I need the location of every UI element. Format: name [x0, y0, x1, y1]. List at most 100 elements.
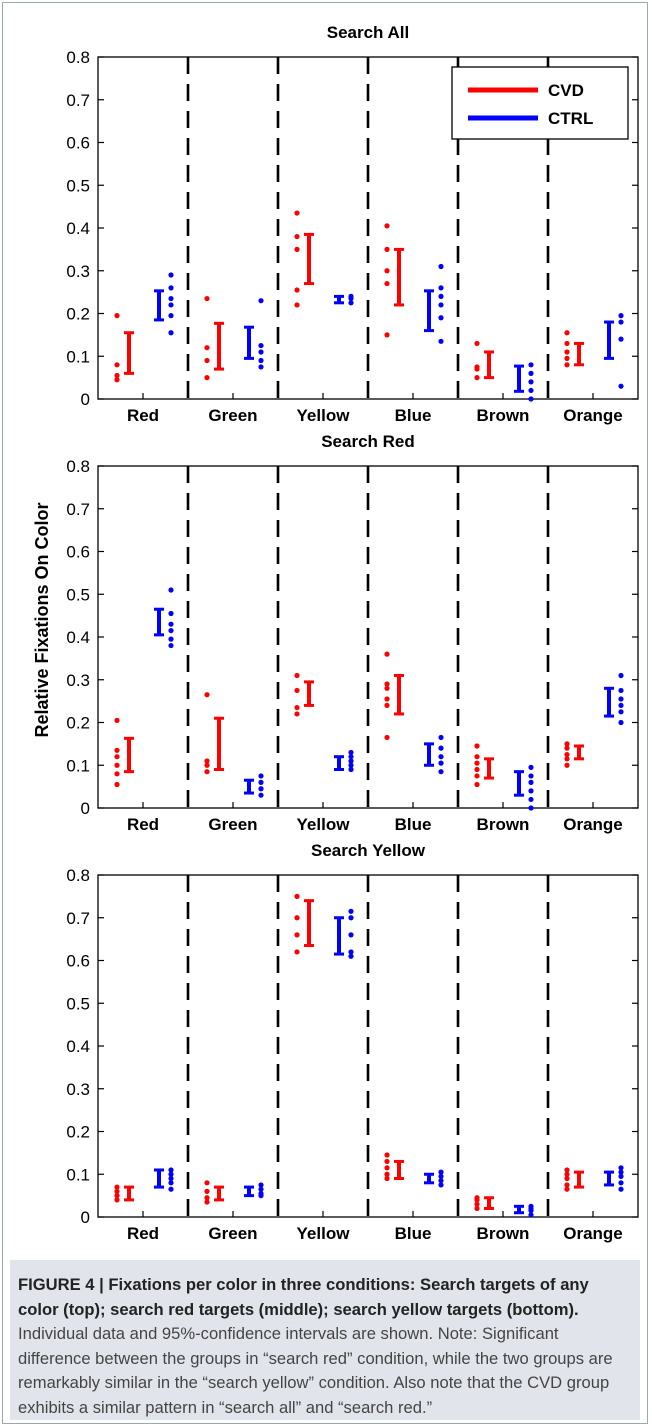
data-point: [114, 372, 120, 379]
data-point: [258, 1186, 264, 1192]
data-point: [564, 745, 570, 751]
data-point: [564, 355, 570, 361]
data-point: [384, 246, 390, 252]
x-tick-label: Blue: [395, 406, 432, 425]
data-point: [204, 758, 210, 764]
data-point: [168, 642, 174, 649]
data-point: [564, 349, 570, 355]
data-point: [564, 751, 570, 758]
chart-title: Search All: [327, 23, 410, 42]
data-point: [618, 1165, 624, 1171]
data-point: [528, 396, 534, 402]
data-point: [168, 313, 174, 319]
data-point: [168, 302, 174, 308]
data-point: [114, 1193, 120, 1199]
data-point: [204, 357, 210, 364]
data-point: [474, 781, 480, 788]
data-point: [474, 1201, 480, 1207]
data-point: [438, 1182, 444, 1188]
data-point: [384, 1171, 390, 1177]
data-point: [168, 636, 174, 642]
data-point: [564, 1186, 570, 1192]
y-tick-label: 0.2: [66, 714, 90, 733]
data-point: [204, 375, 210, 381]
data-point: [564, 1171, 570, 1177]
data-point: [294, 711, 300, 717]
legend-label: CTRL: [548, 109, 593, 128]
data-point: [474, 760, 480, 766]
data-point: [294, 893, 300, 899]
legend-box: [451, 66, 629, 140]
data-point: [528, 779, 534, 785]
data-point: [528, 788, 534, 794]
data-point: [204, 1180, 210, 1186]
data-point: [258, 298, 264, 304]
data-point: [348, 915, 354, 921]
data-point: [474, 340, 480, 347]
data-point: [618, 696, 624, 702]
y-tick-label: 0: [81, 799, 90, 818]
x-tick-label: Red: [127, 815, 159, 834]
x-tick-label: Blue: [395, 1224, 432, 1243]
caption-box: [10, 1260, 640, 1420]
data-point: [294, 302, 300, 308]
x-tick-label: Orange: [563, 815, 623, 834]
x-tick-label: Yellow: [297, 1224, 351, 1243]
data-point: [348, 766, 354, 773]
y-tick-label: 0.7: [66, 91, 90, 110]
data-point: [168, 610, 174, 617]
y-tick-label: 0.7: [66, 500, 90, 519]
data-point: [384, 702, 390, 709]
data-point: [618, 672, 624, 679]
x-tick-label: Yellow: [297, 815, 351, 834]
data-point: [258, 779, 264, 785]
y-tick-label: 0: [81, 1208, 90, 1227]
y-tick-label: 0.7: [66, 909, 90, 928]
legend-label: CVD: [548, 81, 584, 100]
data-point: [348, 758, 354, 764]
data-point: [384, 685, 390, 691]
data-point: [564, 756, 570, 762]
x-tick-label: Orange: [563, 406, 623, 425]
figure-caption: FIGURE 4 | Fixations per color in three …: [18, 1273, 630, 1420]
data-point: [384, 681, 390, 687]
data-point: [438, 285, 444, 291]
data-point: [438, 315, 444, 321]
data-point: [474, 375, 480, 381]
data-point: [618, 1180, 624, 1186]
data-point: [438, 754, 444, 760]
data-point: [294, 672, 300, 679]
data-point: [384, 1165, 390, 1171]
data-point: [528, 387, 534, 394]
y-tick-label: 0.4: [66, 219, 90, 238]
data-point: [294, 246, 300, 252]
data-point: [294, 932, 300, 938]
data-point: [168, 272, 174, 278]
data-point: [474, 1205, 480, 1212]
data-point: [294, 233, 300, 240]
y-tick-label: 0.1: [66, 1165, 90, 1184]
data-point: [384, 268, 390, 274]
data-point: [114, 747, 120, 753]
data-point: [204, 295, 210, 302]
data-point: [204, 1188, 210, 1194]
x-tick-label: Green: [208, 406, 257, 425]
data-point: [168, 627, 174, 634]
x-tick-label: Orange: [563, 1224, 623, 1243]
data-point: [384, 696, 390, 702]
data-point: [474, 773, 480, 779]
data-point: [618, 687, 624, 694]
data-point: [528, 773, 534, 779]
y-tick-label: 0.6: [66, 952, 90, 971]
data-point: [294, 949, 300, 955]
x-tick-label: Green: [208, 815, 257, 834]
data-point: [114, 377, 120, 383]
x-tick-label: Brown: [477, 406, 530, 425]
data-point: [618, 709, 624, 715]
data-point: [114, 762, 120, 768]
data-point: [348, 749, 354, 756]
caption-lead: FIGURE 4 | Fixations per color in three …: [18, 1275, 589, 1319]
data-point: [114, 1188, 120, 1194]
data-point: [168, 1186, 174, 1192]
